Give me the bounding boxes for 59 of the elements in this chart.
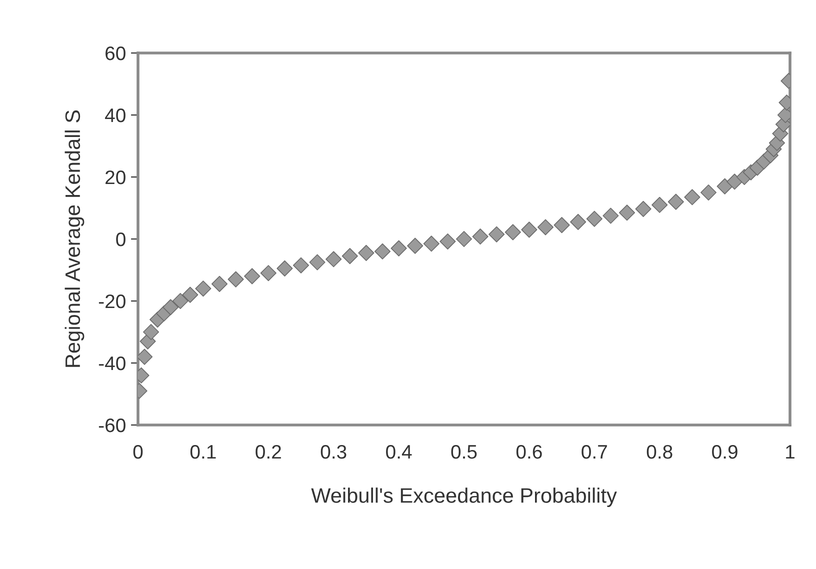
point: [521, 222, 538, 238]
point: [726, 174, 743, 190]
x-tick-label: 0.7: [582, 444, 607, 459]
y-tick-label: 40: [105, 108, 126, 122]
x-axis-title: Weibull's Exceedance Probability: [311, 488, 617, 507]
x-tick-label: 0.2: [256, 444, 281, 459]
y-tick-label: 20: [106, 170, 126, 184]
point: [260, 265, 276, 282]
point: [602, 208, 619, 224]
point: [138, 348, 153, 365]
point: [374, 243, 391, 260]
y-tick-label: -20: [98, 294, 126, 308]
point: [358, 244, 374, 261]
point: [488, 226, 505, 242]
point: [537, 219, 554, 236]
y-axis-title: Regional Average Kendall S: [64, 110, 84, 367]
y-tick-label: -60: [98, 418, 126, 432]
x-tick-label: 0: [133, 444, 143, 459]
point: [342, 248, 358, 264]
point: [504, 224, 521, 240]
point: [326, 251, 342, 268]
point: [456, 230, 472, 248]
point: [423, 236, 440, 252]
point: [700, 184, 717, 201]
point: [172, 292, 188, 310]
point: [162, 299, 179, 316]
point: [652, 196, 668, 213]
point: [554, 217, 570, 234]
point: [182, 286, 198, 303]
point: [684, 189, 700, 206]
point: [195, 280, 212, 297]
y-tick-label: 60: [106, 46, 126, 60]
point: [716, 178, 733, 194]
x-tick-label: 1: [786, 445, 794, 459]
point: [440, 233, 456, 250]
point: [472, 228, 488, 245]
x-tick-label: 0.9: [712, 444, 738, 459]
y-tick-label: 0: [116, 232, 126, 246]
x-tick-label: 0.5: [451, 444, 477, 459]
point: [407, 238, 424, 254]
point: [292, 257, 310, 274]
point: [390, 240, 407, 256]
point: [586, 210, 602, 227]
point: [143, 324, 160, 340]
point: [309, 254, 326, 270]
point: [276, 260, 293, 276]
x-tick-label: 0.3: [320, 444, 346, 459]
point: [635, 200, 652, 217]
x-tick-label: 0.8: [646, 444, 672, 459]
x-tick-label: 0.1: [190, 444, 216, 459]
point: [668, 194, 684, 210]
x-tick-label: 0.4: [386, 444, 412, 459]
point: [570, 214, 586, 230]
point: [211, 276, 228, 292]
y-tick-label: -40: [98, 356, 126, 370]
point: [244, 268, 260, 284]
point: [228, 271, 244, 288]
x-tick-label: 0.6: [516, 444, 542, 459]
point: [618, 204, 636, 221]
